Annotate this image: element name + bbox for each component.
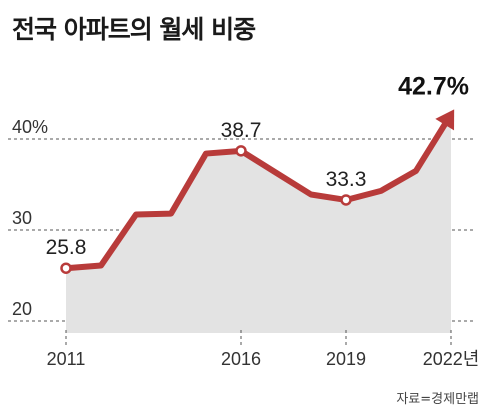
x-tick-label: 2019 [326,349,366,369]
data-label: 42.7% [398,72,469,100]
data-label: 25.8 [46,236,87,259]
y-tick-label: 30 [12,208,32,228]
x-tick-label: 2022년 [423,349,480,369]
data-point-marker [235,145,247,157]
chart-title: 전국 아파트의 월세 비중 [12,15,256,44]
line-arrowhead [435,109,455,131]
series-line [63,121,448,272]
y-tick-label: 40% [12,117,48,137]
x-tick-label: 2016 [221,349,261,369]
data-point-marker [340,194,352,206]
data-point-marker [60,262,72,274]
x-tick-label: 2011 [47,349,86,369]
data-label: 33.3 [326,168,367,191]
series-area [66,114,451,334]
data-label: 38.7 [221,119,262,142]
source-note: 자료=경제만랩 [396,392,479,407]
y-tick-label: 20 [12,299,32,319]
